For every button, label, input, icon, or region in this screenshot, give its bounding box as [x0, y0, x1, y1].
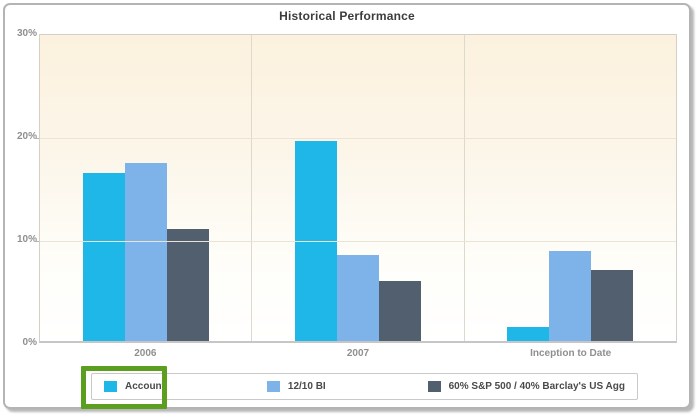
- x-axis-label-inception-to-date: Inception to Date: [530, 348, 612, 359]
- legend-swatch-icon: [427, 381, 441, 392]
- axis-tick: [34, 138, 39, 139]
- x-axis-label-2007: 2007: [346, 348, 370, 359]
- x-axis: 2006 2007 Inception to Date: [39, 348, 677, 359]
- bar-60-s-p-500-40-barclay-s-us-agg-2006: [166, 228, 209, 341]
- legend-item-60-s-p-500-40-barclay-s-us-agg[interactable]: 60% S&P 500 / 40% Barclay's US Agg: [427, 381, 625, 392]
- bar-12-10-bi-2007: [336, 255, 379, 341]
- bar-group-2006: [40, 35, 251, 341]
- bar-12-10-bi-inception-to-date: [549, 251, 592, 341]
- chart-title: Historical Performance: [279, 9, 415, 23]
- bar-12-10-bi-2006: [124, 162, 167, 341]
- bar-group-2007: [251, 35, 463, 341]
- bar-sections: [40, 35, 676, 341]
- legend-swatch-icon: [266, 381, 280, 392]
- legend-item-account[interactable]: Account: [104, 381, 165, 392]
- legend-label: Account: [125, 381, 165, 392]
- bar-account-inception-to-date: [507, 326, 550, 341]
- legend: Account 12/10 BI 60% S&P 500 / 40% Barclay…: [91, 373, 638, 400]
- bar-account-2006: [82, 172, 125, 341]
- bar-60-s-p-500-40-barclay-s-us-agg-2007: [378, 280, 421, 341]
- y-axis-label: 10%: [16, 234, 37, 245]
- y-axis: 30% 20% 10% 0%: [5, 5, 38, 407]
- y-axis-label: 0%: [22, 337, 37, 348]
- axis-tick: [34, 241, 39, 242]
- plot-area: [34, 34, 677, 343]
- legend-label: 12/10 BI: [287, 381, 326, 392]
- gridline: [40, 138, 676, 139]
- chart-window: Historical Performance 30% 20% 10% 0% 2006 2…: [3, 3, 691, 409]
- y-axis-label: 30%: [16, 28, 37, 39]
- x-axis-label-2006: 2006: [134, 348, 157, 359]
- legend-swatch-icon: [104, 381, 117, 392]
- bar-60-s-p-500-40-barclay-s-us-agg-inception-to-date: [591, 269, 634, 341]
- gridline: [40, 241, 676, 242]
- y-axis-label: 20%: [16, 131, 37, 142]
- legend-item-12-10-bi[interactable]: 12/10 BI: [266, 381, 326, 392]
- bar-group-inception-to-date: [463, 35, 676, 341]
- legend-label: 60% S&P 500 / 40% Barclay's US Agg: [448, 381, 625, 392]
